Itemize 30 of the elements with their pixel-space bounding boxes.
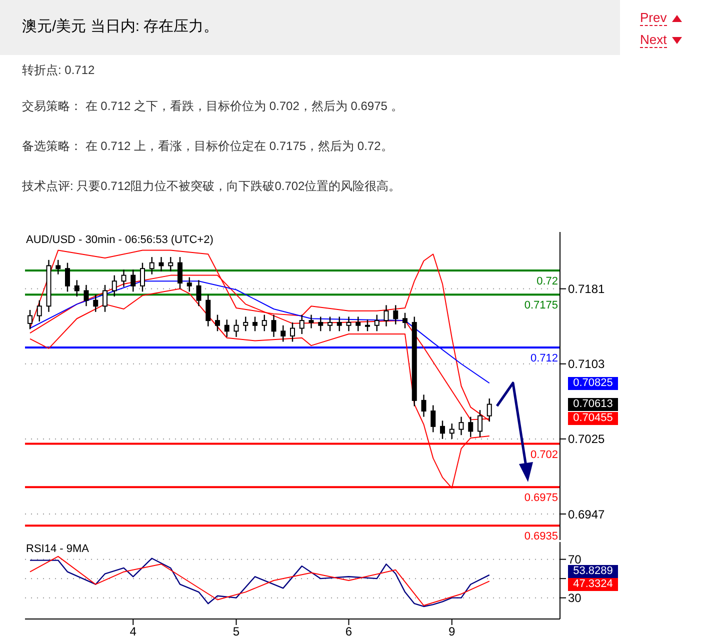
y-tick-label: 70 — [568, 552, 582, 567]
ref-line-label: 0.702 — [530, 448, 558, 461]
x-tick-label: 4 — [130, 624, 137, 639]
text: 47.3324 — [568, 578, 618, 592]
text: 备选策略： 在 0.712 上，看涨，目标价位定在 0.7175，然后为 0.72。 — [22, 138, 393, 155]
x-tick-label: 9 — [448, 624, 456, 639]
text: 0.70613 — [568, 398, 618, 411]
chart-title: 澳元/美元 当日内: 存在压力。 — [22, 17, 219, 36]
x-tick-label: 5 — [232, 624, 240, 639]
ref-line-label: 0.7175 — [524, 300, 558, 312]
y-tick-label: 30 — [568, 591, 582, 606]
text: 0.70455 — [568, 412, 618, 426]
ref-line-label: 0.72 — [536, 276, 558, 288]
text: Prev — [640, 10, 667, 26]
text: 交易策略： 在 0.712 之下，看跌，目标价位为 0.702，然后为 0.6975 。 — [22, 98, 403, 115]
text: 转折点: 0.712 — [22, 62, 95, 79]
y-tick-label: 0.6947 — [568, 507, 606, 522]
text: 53.8289 — [568, 565, 618, 578]
ref-line-label: 0.6935 — [524, 530, 558, 543]
text: Next — [640, 32, 667, 48]
chart-subtitle: AUD/USD - 30min - 06:56:53 (UTC+2) — [26, 234, 214, 246]
x-tick-label: 6 — [345, 624, 352, 639]
y-tick-label: 0.7025 — [568, 432, 606, 446]
ref-line-label: 0.6975 — [524, 492, 558, 504]
text: 0.70825 — [568, 376, 618, 390]
ref-line-label: 0.712 — [530, 352, 558, 364]
chart-title: RSI14 - 9MA — [26, 543, 89, 555]
text: 技术点评: 只要0.712阻力位不被突破，向下跌破0.702位置的风险很高。 — [22, 178, 401, 195]
y-tick-label: 0.7181 — [568, 282, 606, 296]
y-tick-label: 0.7103 — [568, 357, 606, 372]
